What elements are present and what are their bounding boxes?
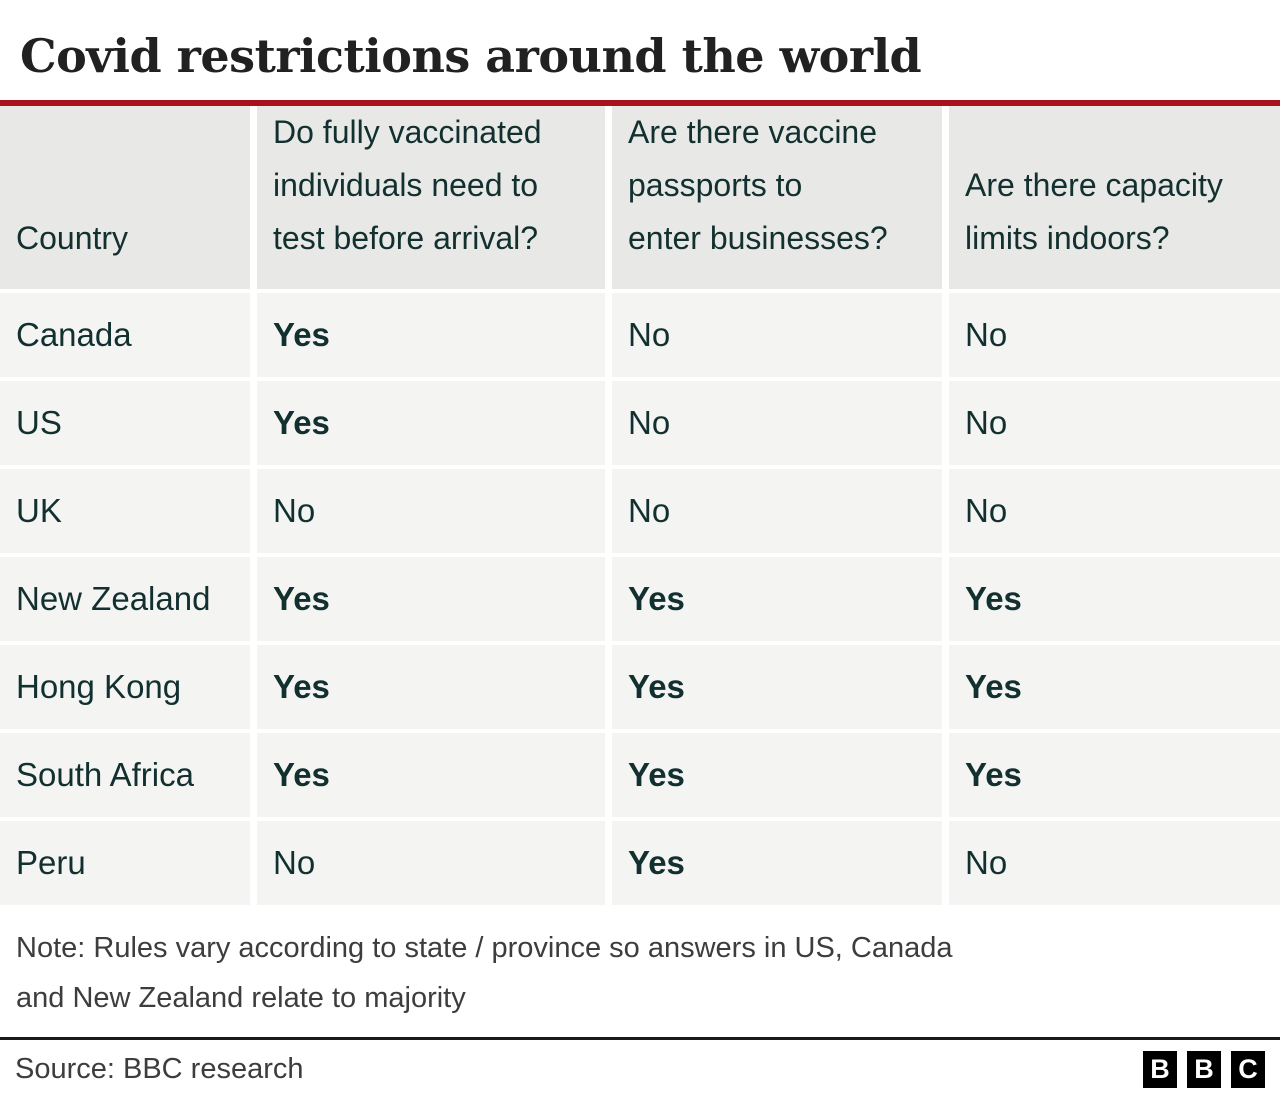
answer-cell: Yes: [612, 733, 942, 817]
country-cell: South Africa: [0, 733, 250, 817]
answer-cell: No: [612, 469, 942, 553]
answer-cell: No: [612, 293, 942, 377]
title-rule: [0, 100, 1280, 106]
answer-cell: No: [949, 293, 1280, 377]
country-cell: New Zealand: [0, 557, 250, 641]
bbc-logo-block-b1: B: [1143, 1051, 1177, 1088]
country-cell: UK: [0, 469, 250, 553]
bbc-logo-block-b2: B: [1187, 1051, 1221, 1088]
bbc-logo-block-c: C: [1231, 1051, 1265, 1088]
column-header-test-before-arrival: Do fully vaccinated individuals need to …: [257, 106, 605, 289]
answer-cell: Yes: [612, 821, 942, 905]
column-header-country: Country: [0, 106, 250, 289]
answer-cell: Yes: [257, 381, 605, 465]
country-cell: Canada: [0, 293, 250, 377]
answer-cell: Yes: [612, 645, 942, 729]
answer-cell: Yes: [257, 293, 605, 377]
answer-cell: Yes: [949, 733, 1280, 817]
answer-cell: Yes: [257, 733, 605, 817]
page-title: Covid restrictions around the world: [20, 28, 922, 83]
answer-cell: No: [949, 381, 1280, 465]
restrictions-table: Country Do fully vaccinated individuals …: [0, 106, 1280, 905]
source-text: Source: BBC research: [15, 1053, 304, 1085]
footer: Source: BBC research B B C: [0, 1040, 1280, 1088]
answer-cell: Yes: [949, 557, 1280, 641]
note-text: Note: Rules vary according to state / pr…: [16, 932, 953, 1014]
answer-cell: No: [612, 381, 942, 465]
bbc-logo: B B C: [1143, 1051, 1265, 1088]
answer-cell: No: [257, 469, 605, 553]
answer-cell: No: [257, 821, 605, 905]
answer-cell: Yes: [257, 645, 605, 729]
column-header-vaccine-passports: Are there vaccine passports to enter bus…: [612, 106, 942, 289]
country-cell: Hong Kong: [0, 645, 250, 729]
title-bar: Covid restrictions around the world: [0, 0, 1280, 100]
country-cell: US: [0, 381, 250, 465]
answer-cell: Yes: [612, 557, 942, 641]
answer-cell: No: [949, 469, 1280, 553]
footer-divider: [0, 1037, 1280, 1040]
country-cell: Peru: [0, 821, 250, 905]
column-header-capacity-limits: Are there capacity limits indoors?: [949, 106, 1280, 289]
answer-cell: Yes: [949, 645, 1280, 729]
answer-cell: No: [949, 821, 1280, 905]
answer-cell: Yes: [257, 557, 605, 641]
